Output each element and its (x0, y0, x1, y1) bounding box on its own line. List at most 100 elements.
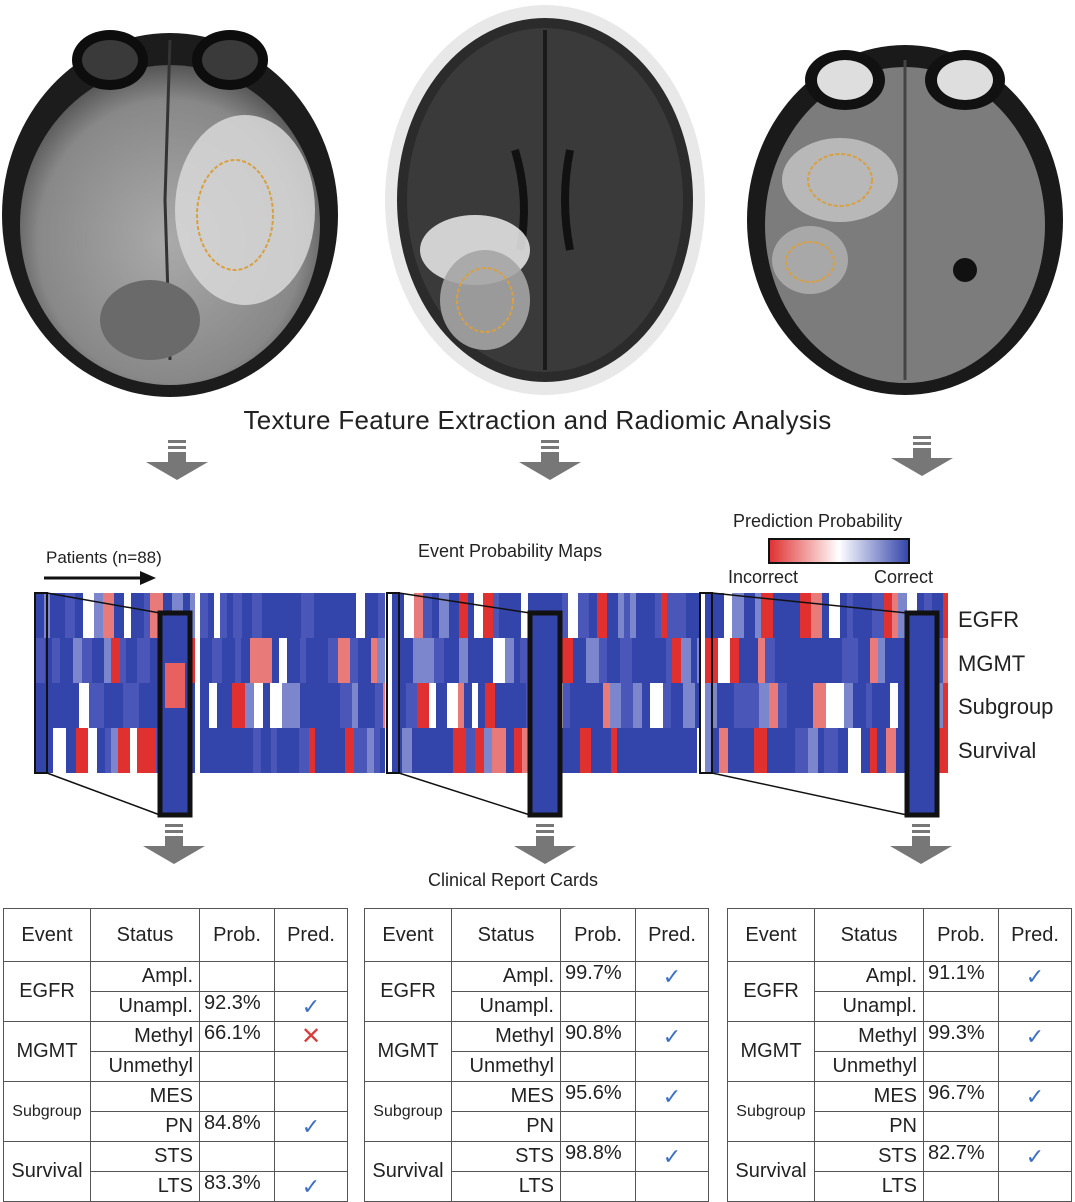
status-cell: LTS (90, 1171, 200, 1202)
heatmap-cell (847, 593, 853, 638)
heatmap-cell (824, 728, 831, 773)
heatmap-cell (686, 593, 694, 638)
heatmap-cell (299, 728, 309, 773)
heatmap-cell (82, 638, 92, 683)
heatmap-cell (573, 638, 586, 683)
heatmap-cell (636, 593, 645, 638)
heatmap-cell (603, 683, 610, 728)
heatmap-cell (262, 593, 268, 638)
selection-box (34, 592, 48, 774)
heatmap-cell (345, 728, 354, 773)
zoomed-patient-column (527, 610, 563, 818)
heatmap-cell (340, 683, 352, 728)
heatmap-cell (492, 728, 499, 773)
heatmap-cell (253, 728, 261, 773)
heatmap-cell (356, 593, 365, 638)
heatmap-cell (872, 593, 884, 638)
legend-high-label: Correct (874, 567, 934, 587)
heatmap-cell (453, 728, 466, 773)
heatmap-cell (769, 683, 778, 728)
check-icon: ✓ (1025, 1143, 1045, 1169)
heatmap-cell (755, 593, 761, 638)
heatmap-cell (503, 683, 509, 728)
heatmap-cell (118, 728, 130, 773)
heatmap-cell (137, 728, 147, 773)
heatmap-cell (617, 728, 628, 773)
heatmap-cell (120, 638, 126, 683)
heatmap-cell (439, 593, 449, 638)
heatmap-cell (799, 638, 805, 683)
prob-cell: 96.7% (923, 1081, 999, 1112)
heatmap-cell (739, 638, 749, 683)
header-pred: Pred. (998, 908, 1072, 962)
status-cell: Methyl (451, 1021, 561, 1052)
prob-cell (199, 1141, 275, 1172)
heatmap-cell (633, 683, 642, 728)
heatmap-cell (406, 683, 417, 728)
heatmap-cell (717, 683, 728, 728)
status-cell: PN (814, 1111, 924, 1142)
heatmap-cell (453, 638, 459, 683)
table-row: EGFR Ampl. 91.1% ✓ (727, 961, 1072, 1022)
heatmap-cell (778, 728, 784, 773)
heatmap-cell (597, 593, 607, 638)
table-row: PN (728, 1111, 1072, 1142)
heatmap-cell (313, 638, 320, 683)
heatmap-cell (233, 728, 240, 773)
heatmap-cell (824, 638, 835, 683)
heatmap-cell (405, 638, 413, 683)
event-cell: Survival (364, 1141, 452, 1202)
heatmap-cell (761, 593, 773, 638)
heatmap-cell (214, 593, 220, 638)
heatmap-cell (375, 683, 383, 728)
heatmap-cell (250, 638, 261, 683)
heatmap-cell (352, 683, 358, 728)
heatmap-cell (853, 683, 866, 728)
heatmap-cell (880, 683, 890, 728)
prob-cell (560, 1171, 636, 1202)
heatmap-cell (842, 638, 848, 683)
status-cell: STS (451, 1141, 561, 1172)
legend-low-label: Incorrect (728, 567, 799, 587)
heatmap-cell (220, 593, 227, 638)
heatmap-cell (862, 593, 872, 638)
heatmap-cell (620, 638, 632, 683)
heatmap-cell (487, 638, 493, 683)
down-arrow-icon (519, 440, 581, 480)
heatmap-cell (324, 728, 336, 773)
check-icon: ✓ (1025, 1083, 1045, 1109)
heatmap-cell (509, 683, 515, 728)
heatmap-cell (787, 683, 796, 728)
heatmap-cell (858, 638, 870, 683)
heatmap-cell (747, 683, 759, 728)
pred-cell (998, 1051, 1072, 1082)
heatmap-cell (732, 593, 744, 638)
heatmap-cell (345, 593, 356, 638)
heatmap-cell (758, 638, 765, 683)
heatmap-cell (765, 638, 775, 683)
heatmap-cell (591, 728, 604, 773)
heatmap-cell (254, 683, 263, 728)
table-row: Unampl. 92.3% ✓ (4, 991, 348, 1022)
heatmap-cell (105, 728, 111, 773)
zoomed-patient-column (157, 610, 193, 818)
heatmap-cell (813, 638, 824, 683)
heatmap-cell (635, 728, 646, 773)
heatmap-cell (272, 638, 279, 683)
status-cell: Unampl. (90, 991, 200, 1022)
prob-cell: 82.7% (923, 1141, 999, 1172)
event-cell: EGFR (3, 961, 91, 1022)
check-icon: ✓ (1025, 963, 1045, 989)
pred-cell (635, 991, 709, 1022)
heatmap-cell (718, 638, 730, 683)
heatmap-cell (499, 593, 508, 638)
prob-cell (923, 1171, 999, 1202)
heatmap-cell (610, 683, 621, 728)
heatmap-cell (331, 683, 340, 728)
heatmap-cell (261, 638, 272, 683)
status-cell: Unampl. (814, 991, 924, 1022)
heatmap-cell (728, 728, 737, 773)
heatmap-cell (459, 638, 468, 683)
heatmap-cell (654, 728, 664, 773)
prob-cell: 91.1% (923, 961, 999, 992)
